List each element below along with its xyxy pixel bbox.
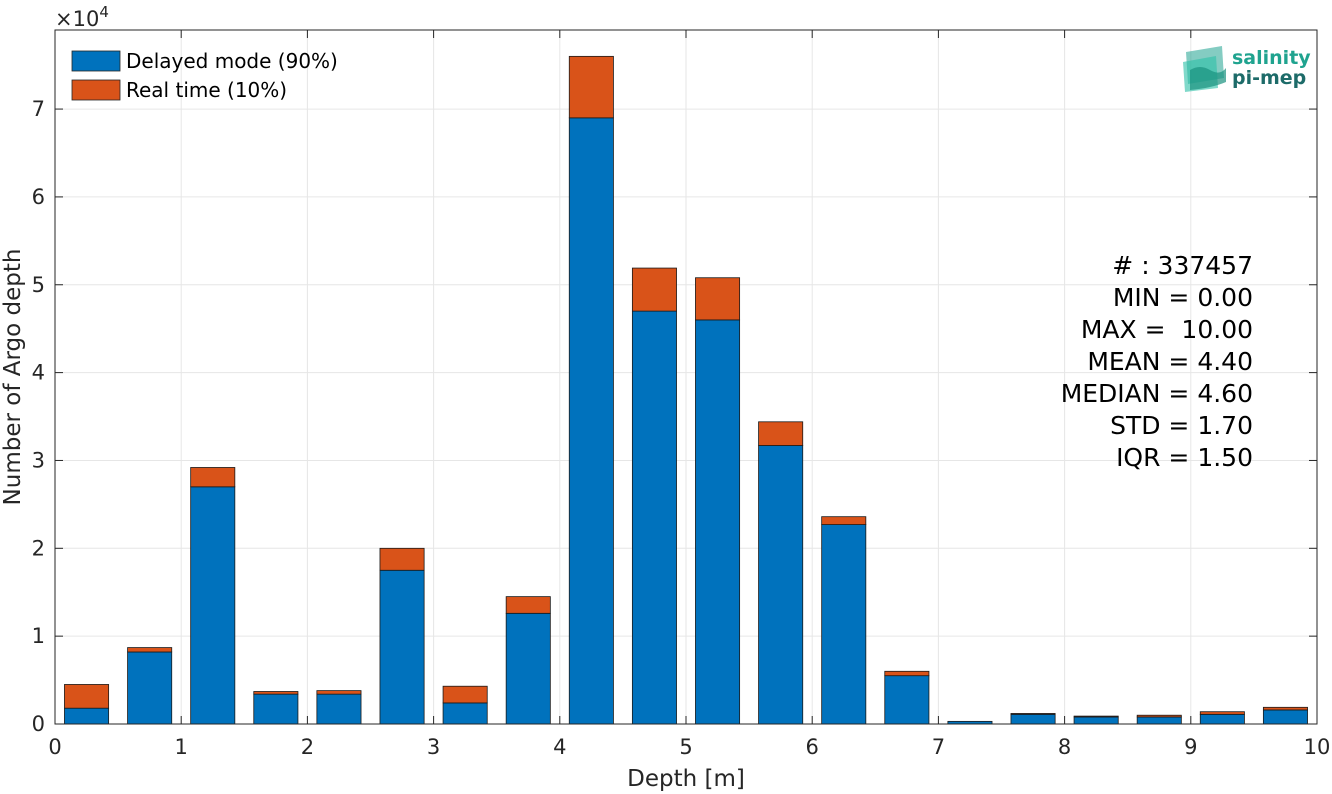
- bar-real-time: [821, 516, 867, 525]
- y-tick-label: 6: [32, 185, 45, 209]
- bar-real-time: [1262, 706, 1308, 711]
- bar-delayed-mode: [758, 445, 804, 725]
- bar-real-time: [1136, 714, 1182, 718]
- logo-line1: salinity: [1232, 47, 1311, 69]
- bar-real-time: [631, 267, 677, 312]
- x-tick-label: 2: [301, 735, 314, 759]
- bar-delayed-mode: [631, 310, 677, 725]
- bar-real-time: [568, 55, 614, 119]
- bar-delayed-mode: [505, 612, 551, 725]
- bar-real-time: [1010, 713, 1056, 715]
- bar-delayed-mode: [1199, 713, 1245, 725]
- bar-real-time: [190, 467, 236, 488]
- bar-delayed-mode: [316, 693, 362, 725]
- x-tick-label: 5: [679, 735, 692, 759]
- y-tick-label: 5: [32, 273, 45, 297]
- bar-real-time: [64, 684, 110, 709]
- bar-delayed-mode: [127, 651, 173, 725]
- x-tick-label: 8: [1058, 735, 1071, 759]
- x-tick-label: 0: [48, 735, 61, 759]
- salinity-pimep-logo: salinity pi-mep: [1183, 46, 1311, 92]
- x-axis-title: Depth [m]: [627, 766, 745, 792]
- y-tick-label: 3: [32, 448, 45, 472]
- x-tick-label: 7: [932, 735, 945, 759]
- y-multiplier: ×104: [55, 3, 109, 31]
- y-tick-label: 1: [32, 624, 45, 648]
- x-tick-label: 9: [1184, 735, 1197, 759]
- axis-ticks: 0 1 2 3 4 5 6 7 8 9 10 0 1 2 3 4 5 6 7: [32, 30, 1331, 759]
- bars: [64, 55, 1308, 725]
- stat-count: # : 337457: [1112, 251, 1253, 280]
- stats-box: # : 337457 MIN = 0.00 MAX = 10.00 MEAN =…: [1061, 251, 1253, 472]
- y-tick-label: 4: [32, 361, 45, 385]
- bar-delayed-mode: [379, 569, 425, 725]
- bar-delayed-mode: [64, 707, 110, 725]
- bar-delayed-mode: [1262, 709, 1308, 725]
- stat-iqr: IQR = 1.50: [1116, 443, 1253, 472]
- legend: Delayed mode (90%) Real time (10%): [71, 49, 338, 102]
- bar-delayed-mode: [253, 693, 299, 725]
- legend-label-delayed: Delayed mode (90%): [126, 49, 338, 73]
- bar-real-time: [505, 596, 551, 614]
- y-tick-label: 0: [32, 712, 45, 736]
- bar-real-time: [442, 685, 488, 704]
- x-tick-label: 10: [1304, 735, 1331, 759]
- bar-delayed-mode: [190, 486, 236, 725]
- legend-label-realtime: Real time (10%): [126, 78, 287, 102]
- bar-real-time: [379, 547, 425, 571]
- legend-swatch-delayed: [71, 50, 121, 72]
- bar-delayed-mode: [568, 117, 614, 725]
- x-tick-label: 3: [427, 735, 440, 759]
- x-tick-label: 6: [806, 735, 819, 759]
- stat-min: MIN = 0.00: [1113, 283, 1253, 312]
- y-axis-title: Number of Argo depth: [0, 249, 26, 506]
- bar-delayed-mode: [695, 319, 741, 725]
- bar-delayed-mode: [1010, 713, 1056, 725]
- bar-delayed-mode: [821, 524, 867, 725]
- logo-wave-icon: [1183, 46, 1226, 92]
- bar-real-time: [316, 690, 362, 695]
- bar-real-time: [695, 277, 741, 321]
- logo-line2: pi-mep: [1232, 67, 1306, 89]
- bar-delayed-mode: [884, 675, 930, 725]
- legend-swatch-realtime: [71, 79, 121, 101]
- bar-real-time: [884, 670, 930, 677]
- x-tick-label: 1: [175, 735, 188, 759]
- y-tick-label: 2: [32, 536, 45, 560]
- bar-real-time: [1199, 711, 1245, 715]
- bar-delayed-mode: [1136, 716, 1182, 725]
- y-tick-label: 7: [32, 97, 45, 121]
- grid: [55, 30, 1317, 724]
- x-tick-label: 4: [553, 735, 566, 759]
- bar-real-time: [127, 647, 173, 653]
- stat-mean: MEAN = 4.40: [1087, 347, 1253, 376]
- stat-std: STD = 1.70: [1110, 411, 1253, 440]
- bar-real-time: [1073, 715, 1119, 718]
- stat-max: MAX = 10.00: [1081, 315, 1253, 344]
- bar-real-time: [253, 691, 299, 695]
- bar-real-time: [758, 421, 804, 446]
- bar-delayed-mode: [442, 702, 488, 725]
- stat-median: MEDIAN = 4.60: [1061, 379, 1253, 408]
- bar-delayed-mode: [1073, 716, 1119, 725]
